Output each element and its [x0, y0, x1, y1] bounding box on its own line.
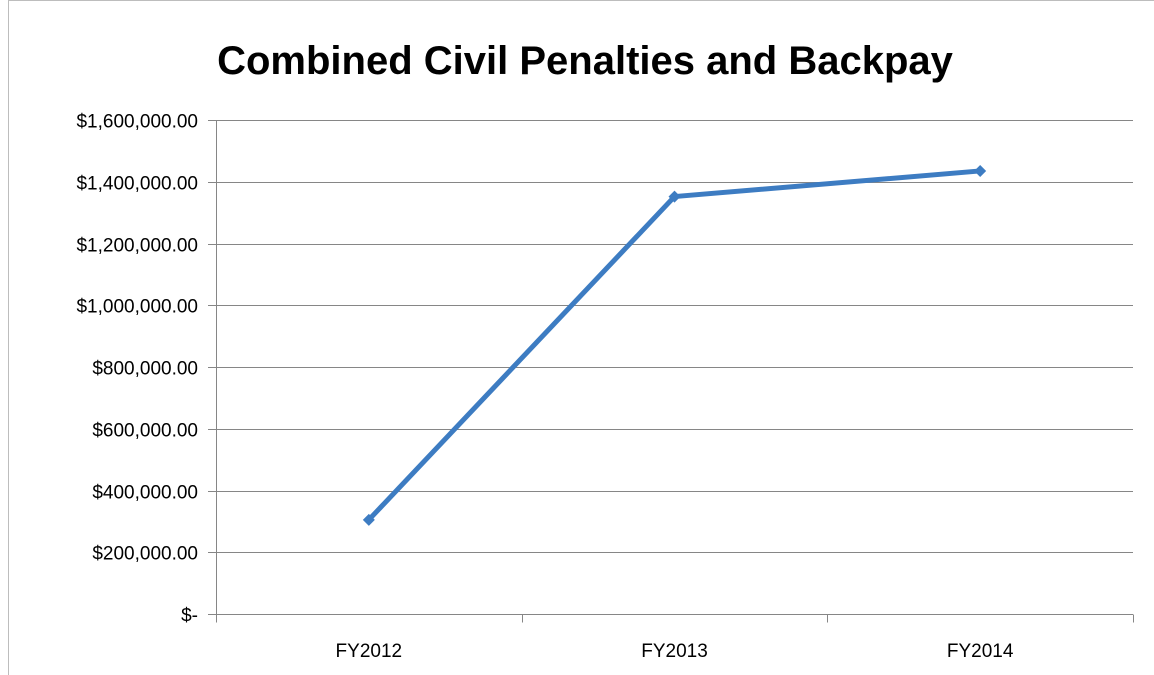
y-tick-label: $400,000.00: [92, 483, 198, 504]
y-axis-tick-labels: $- $200,000.00 $400,000.00 $600,000.00 $800,…: [76, 112, 198, 627]
data-point-marker: [974, 164, 987, 177]
y-tick-label: $1,400,000.00: [76, 174, 198, 195]
y-tick-label: $1,200,000.00: [76, 236, 198, 257]
gridlines: [208, 120, 1133, 553]
x-axis-tick-labels: FY2012 FY2013 FY2014: [336, 641, 1014, 662]
chart-title: Combined Civil Penalties and Backpay: [217, 39, 954, 83]
series-line: [366, 168, 983, 523]
x-tick-label: FY2014: [947, 641, 1014, 662]
data-point-marker: [668, 190, 681, 203]
y-tick-label: $200,000.00: [92, 544, 198, 565]
y-tick-label: $600,000.00: [92, 421, 198, 442]
data-point-marker: [362, 513, 375, 526]
chart-area: [8, 0, 1154, 675]
y-tick-label: $1,000,000.00: [76, 297, 198, 318]
series-layer: [362, 164, 987, 526]
y-tick-label: $1,600,000.00: [76, 112, 198, 133]
y-tick-label: $-: [181, 606, 198, 627]
y-tick-label: $800,000.00: [92, 359, 198, 380]
axes: [208, 120, 1134, 623]
x-tick-label: FY2013: [641, 641, 708, 662]
x-tick-label: FY2012: [336, 641, 403, 662]
